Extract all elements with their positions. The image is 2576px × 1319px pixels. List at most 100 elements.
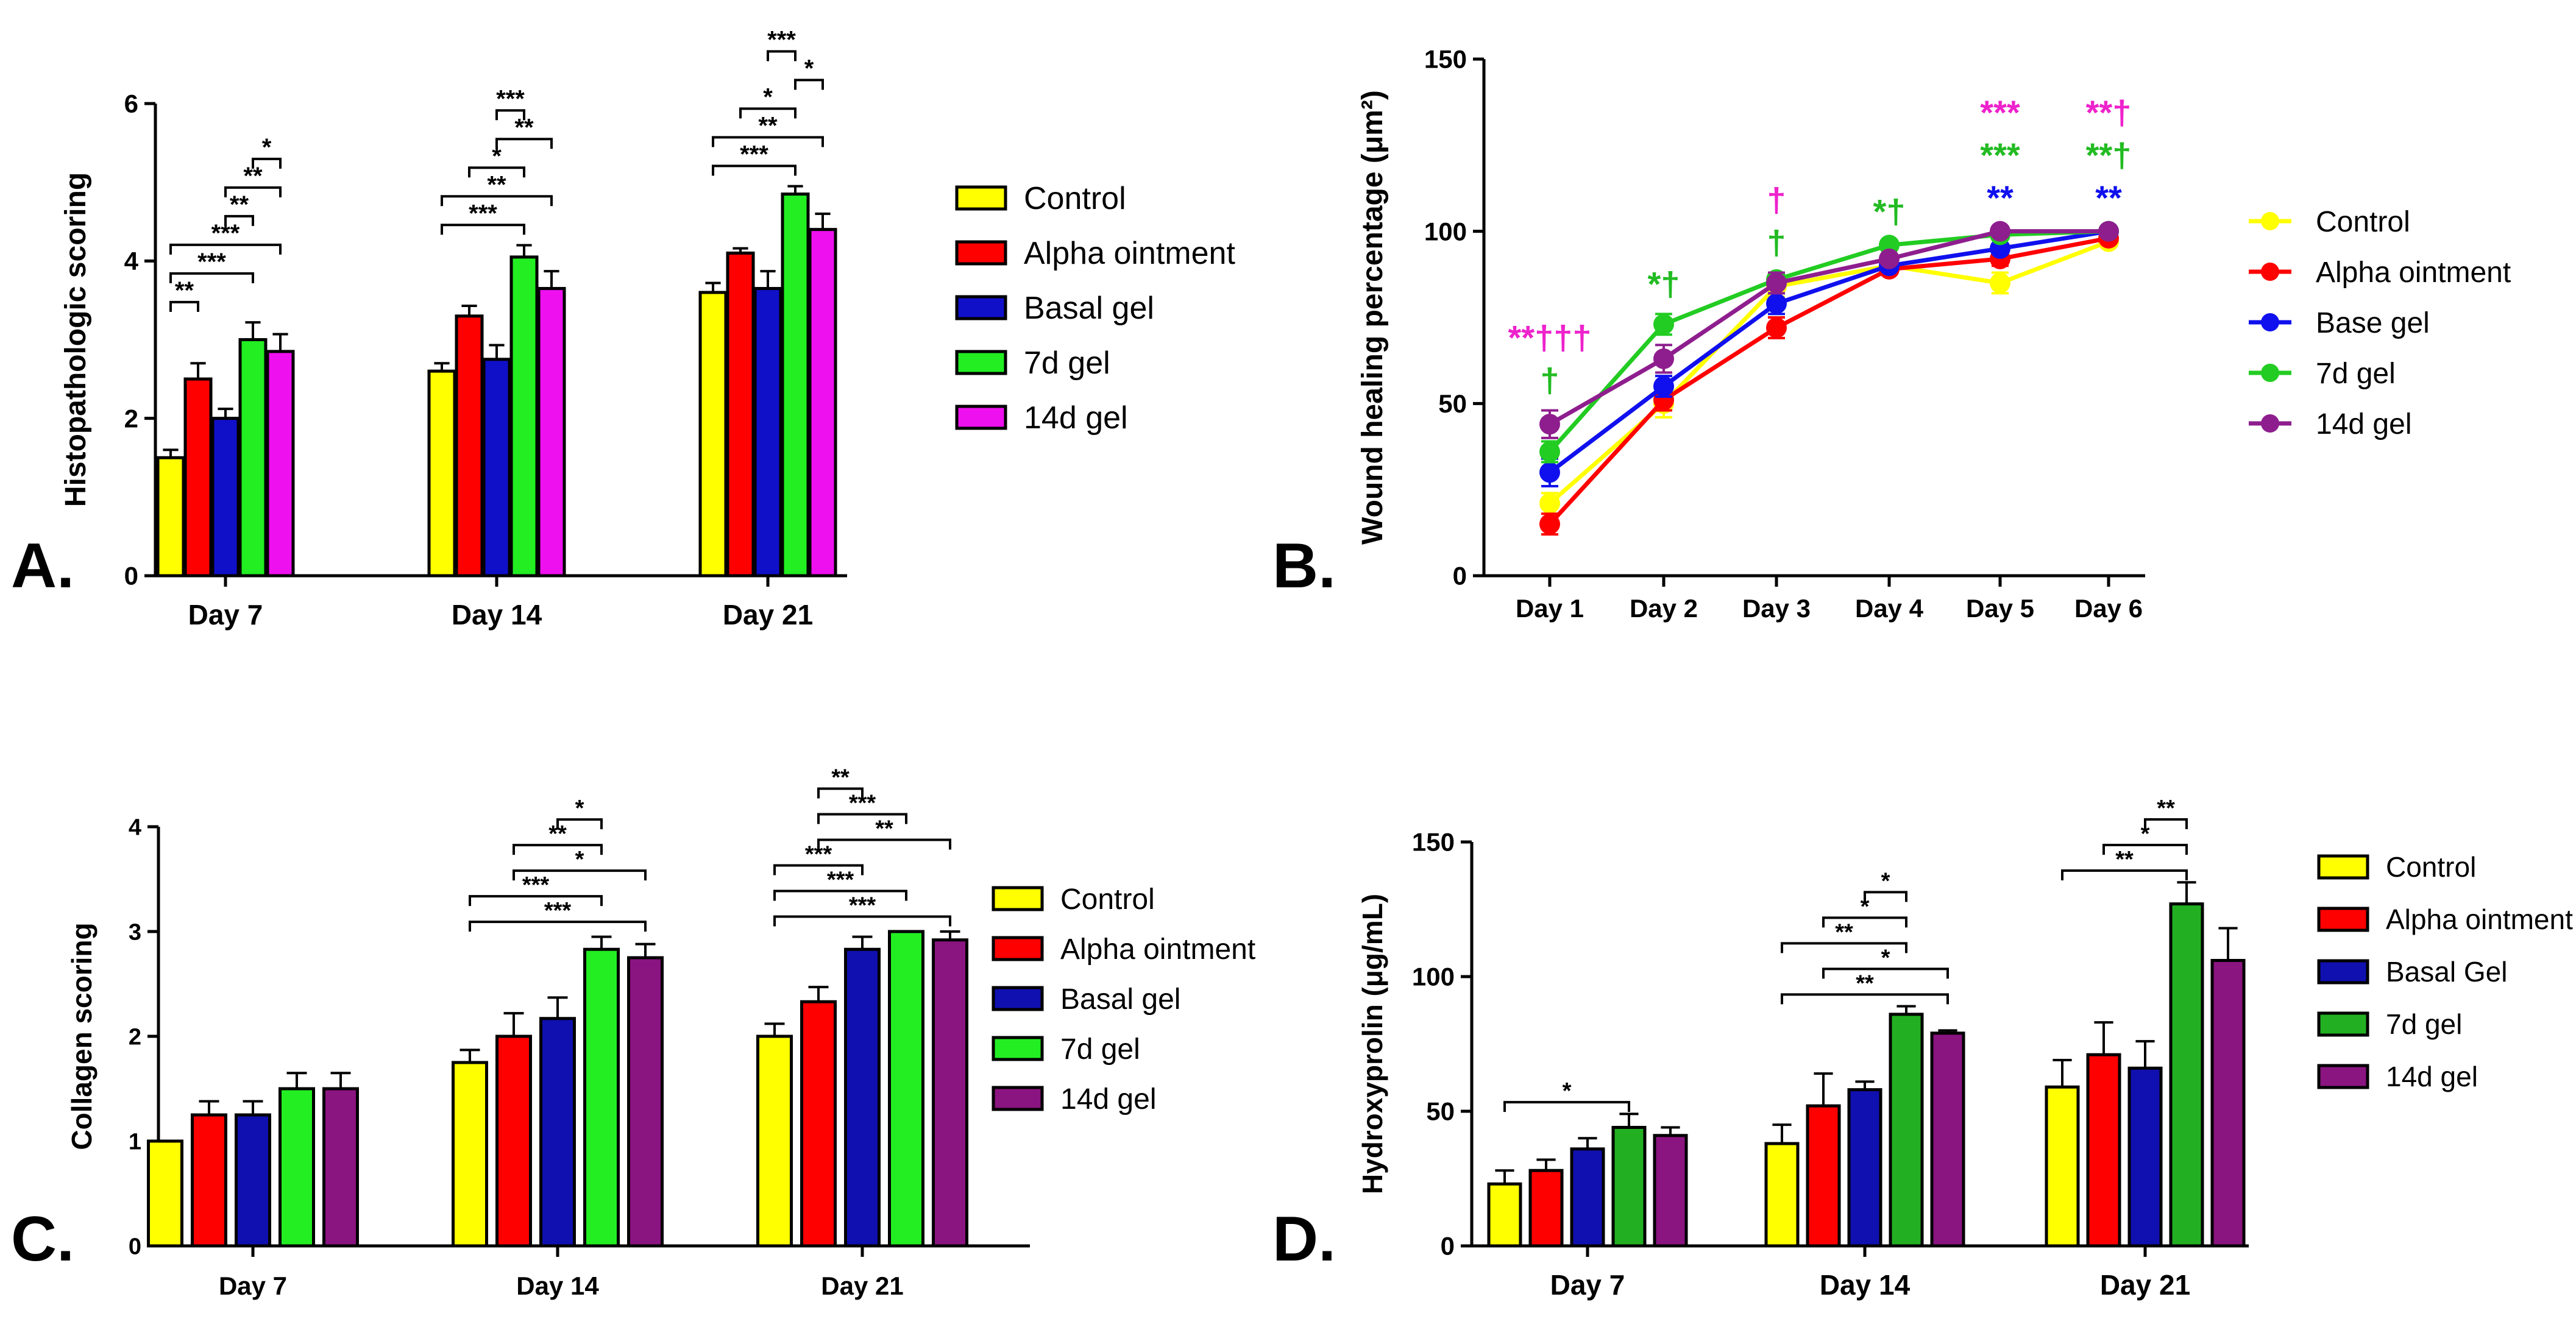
legend-item: Control xyxy=(2249,206,2410,238)
x-tick-label: Day 6 xyxy=(2074,594,2143,623)
bracket-line xyxy=(468,166,525,178)
legend-label: Basal gel xyxy=(1024,291,1154,326)
bracket-line xyxy=(794,79,824,90)
significance-label: *** xyxy=(1980,93,2020,132)
legend-marker xyxy=(2261,414,2279,433)
legend-item: 7d gel xyxy=(992,1033,1140,1066)
significance-bracket: ** xyxy=(712,112,824,147)
legend-label: Alpha ointment xyxy=(2316,256,2511,289)
legend-item: 7d gel xyxy=(2249,358,2396,390)
significance-bracket: ** xyxy=(169,277,199,312)
bar xyxy=(1528,1169,1564,1248)
bar xyxy=(844,947,881,1248)
bar xyxy=(482,358,511,578)
legend-swatch xyxy=(2317,1011,2369,1037)
panel-0-legend: Control Alpha ointment Basal gel 7d gel 14d … xyxy=(955,181,1235,436)
data-point xyxy=(1539,514,1560,535)
significance-label: * xyxy=(1881,868,1890,894)
significance-bracket: ** xyxy=(224,191,254,226)
bracket-line xyxy=(169,300,199,312)
significance-bracket: ** xyxy=(817,816,951,850)
panel-label-a: A. xyxy=(11,531,74,601)
data-point xyxy=(1539,462,1560,483)
bracket-line xyxy=(1503,1101,1630,1112)
legend-item: Alpha ointment xyxy=(2317,903,2573,935)
y-tick-label: 0 xyxy=(124,562,138,590)
bracket-line xyxy=(817,813,907,824)
bracket-line xyxy=(773,864,864,875)
bar xyxy=(932,938,968,1248)
bar xyxy=(191,1113,227,1248)
significance-bracket: *** xyxy=(469,872,603,907)
legend-swatch xyxy=(2317,1064,2369,1089)
legend-item: 7d gel xyxy=(2317,1008,2462,1040)
significance-bracket: *** xyxy=(773,842,864,875)
data-point xyxy=(1539,493,1560,514)
legend-swatch xyxy=(955,295,1007,320)
bracket-line xyxy=(1781,942,1907,953)
legend-swatch xyxy=(955,350,1007,375)
legend-label: 14d gel xyxy=(1024,400,1128,436)
bar xyxy=(753,287,782,578)
data-point xyxy=(1766,317,1787,338)
bracket-line xyxy=(739,107,797,119)
legend-label: 7d gel xyxy=(1060,1033,1140,1066)
significance-label: * xyxy=(492,143,502,169)
bracket-line xyxy=(2061,869,2188,881)
series-line xyxy=(1549,229,2109,426)
bar xyxy=(800,1000,837,1248)
legend-item: Control xyxy=(2317,851,2476,883)
series-line xyxy=(1548,239,2110,505)
y-tick-label: 100 xyxy=(1412,963,1455,991)
significance-label: ** xyxy=(2095,179,2122,217)
x-tick-label: Day 7 xyxy=(1550,1269,1625,1301)
legend-swatch xyxy=(992,936,1044,961)
significance-label: *** xyxy=(827,868,854,893)
bracket-line xyxy=(169,243,282,255)
legend-swatch xyxy=(992,1086,1044,1111)
legend-swatch xyxy=(2317,907,2369,932)
legend-item: Basal gel xyxy=(955,291,1154,326)
significance-bracket: *** xyxy=(773,893,951,927)
x-tick-label: Day 4 xyxy=(1855,594,1924,623)
significance-label: *** xyxy=(1980,136,2020,174)
panel-label-c: C. xyxy=(11,1204,74,1275)
bracket-line xyxy=(767,50,797,62)
y-tick-label: 6 xyxy=(124,90,138,118)
y-tick-label: 0 xyxy=(1453,562,1467,590)
x-tick-label: Day 21 xyxy=(723,599,813,631)
significance-label: *** xyxy=(767,26,796,53)
significance-label: ** xyxy=(175,277,194,304)
y-axis-label: Wound healing percentage (μm²) xyxy=(1357,90,1389,545)
bar xyxy=(1653,1134,1688,1248)
legend-item: 7d gel xyxy=(955,345,1110,381)
y-tick-label: 2 xyxy=(124,404,138,433)
significance-label: *** xyxy=(496,85,525,112)
legend-label: Control xyxy=(1024,181,1126,216)
data-point xyxy=(1653,348,1674,369)
legend-swatch xyxy=(992,886,1044,911)
significance-bracket: *** xyxy=(469,898,647,932)
legend-swatch xyxy=(2317,854,2369,880)
significance-label: † xyxy=(1767,224,1786,262)
bar xyxy=(495,1034,532,1248)
data-point xyxy=(1879,248,1900,269)
bar xyxy=(627,956,664,1248)
panel-1-axes: 0 50 100 150 Wound healing percentage (μm²) xyxy=(1357,45,2145,590)
bar xyxy=(238,338,268,578)
y-tick-label: 4 xyxy=(124,247,139,275)
significance-label: *** xyxy=(469,200,497,227)
legend-swatch xyxy=(992,986,1044,1011)
y-tick-label: 50 xyxy=(1426,1097,1455,1126)
bar xyxy=(455,314,484,578)
y-tick-label: 0 xyxy=(129,1234,141,1259)
x-tick-label: Day 1 xyxy=(1516,594,1584,623)
significance-label: * xyxy=(262,134,272,161)
data-point xyxy=(1990,221,2010,242)
x-tick-label: Day 21 xyxy=(821,1271,903,1300)
significance-bracket: * xyxy=(739,83,797,119)
bracket-line xyxy=(441,224,525,235)
bar xyxy=(235,1113,271,1248)
bracket-line xyxy=(712,136,824,147)
y-tick-label: 150 xyxy=(1412,828,1455,857)
